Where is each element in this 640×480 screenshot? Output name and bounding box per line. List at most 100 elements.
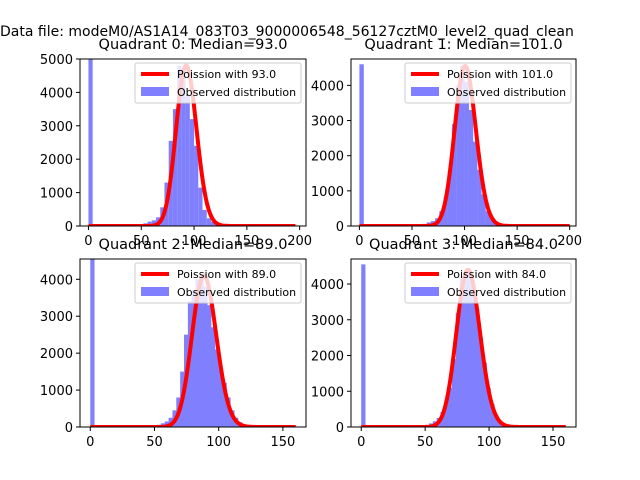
y-tick-label: 4000 <box>311 278 344 293</box>
x-tick-label: 200 <box>557 234 582 249</box>
y-tick-label: 0 <box>65 421 73 436</box>
axes-frame <box>350 58 577 227</box>
y-tick-label: 1000 <box>40 384 73 399</box>
histogram-bar <box>485 211 490 226</box>
histogram-bar <box>214 349 220 427</box>
histogram-bar <box>468 109 474 226</box>
x-tick-label: 50 <box>417 435 434 450</box>
y-tick-label: 2000 <box>311 150 344 165</box>
x-tick-label: 0 <box>86 435 94 450</box>
y-tick-label: 1000 <box>311 185 344 200</box>
histogram-bar <box>460 66 465 226</box>
legend-box <box>134 62 302 104</box>
histogram-bar <box>222 382 227 427</box>
x-tick-label: 200 <box>287 234 312 249</box>
histogram-bar <box>199 275 204 427</box>
histogram-bar <box>147 221 152 226</box>
legend-hist-swatch <box>141 287 169 296</box>
x-tick-label: 100 <box>477 435 502 450</box>
histogram-bar <box>467 269 472 427</box>
histogram-bar <box>443 197 448 226</box>
histogram-bar <box>207 305 212 427</box>
y-tick-label: 3000 <box>311 314 344 329</box>
x-tick-label: 150 <box>270 435 295 450</box>
histogram-bar <box>455 312 461 427</box>
y-tick-label: 5000 <box>40 53 73 68</box>
histogram-bar <box>181 77 186 226</box>
x-tick-label: 100 <box>452 234 477 249</box>
legend-box <box>404 262 572 304</box>
legend-fit-label: Poission with 84.0 <box>447 268 546 281</box>
y-tick-label: 3000 <box>40 310 73 325</box>
histogram-bar <box>494 414 499 427</box>
legend-hist-label: Observed distribution <box>447 286 566 299</box>
subplot-title: Quadrant 0: Median=93.0 <box>99 37 288 53</box>
histogram-bar <box>475 309 480 427</box>
histogram-bar <box>463 273 468 427</box>
legend-fit-label: Poission with 89.0 <box>177 268 276 281</box>
histogram-bar <box>194 145 199 226</box>
figure-suptitle: Data file: modeM0/AS1A14_083T03_90000065… <box>0 24 574 40</box>
histogram-bar <box>490 403 495 427</box>
y-tick-label: 4000 <box>40 86 73 101</box>
histogram-bar <box>359 64 364 226</box>
y-tick-label: 1000 <box>40 187 73 202</box>
legend-hist-swatch <box>141 87 169 96</box>
legend-hist-swatch <box>411 87 439 96</box>
subplot-2: 0 50 100 150 0 1000 2000 3000 4000 Quadrant 2: Me… <box>40 237 307 450</box>
histogram-bar <box>226 397 231 427</box>
histogram-bar <box>210 327 216 427</box>
y-tick-label: 0 <box>65 220 73 235</box>
histogram-bar <box>185 95 190 226</box>
histogram-bar <box>482 362 487 427</box>
subplot-title: Quadrant 2: Median=89.0 <box>99 237 288 253</box>
x-tick-label: 100 <box>182 234 207 249</box>
histogram-bar <box>471 287 476 427</box>
histogram-bar <box>448 387 453 427</box>
y-tick-label: 4000 <box>311 79 344 94</box>
x-tick-label: 50 <box>404 234 421 249</box>
x-tick-label: 150 <box>234 234 259 249</box>
axes-frame <box>79 258 307 428</box>
histogram-bar <box>90 259 95 427</box>
histogram-bar <box>477 169 482 226</box>
x-tick-label: 0 <box>357 435 365 450</box>
histogram-bar <box>198 187 203 226</box>
histogram-bar <box>478 337 484 427</box>
legend-hist-label: Observed distribution <box>447 86 566 99</box>
x-tick-label: 50 <box>133 234 150 249</box>
histogram-bar <box>456 85 461 226</box>
y-tick-label: 4000 <box>40 273 73 288</box>
histogram-bar <box>447 171 453 226</box>
x-tick-label: 100 <box>206 435 231 450</box>
y-tick-label: 1000 <box>311 385 344 400</box>
y-tick-label: 3000 <box>311 115 344 130</box>
histogram-bar <box>481 194 486 226</box>
histogram-bar <box>489 218 495 226</box>
histogram-bar <box>451 359 457 427</box>
histogram-bar <box>444 401 449 427</box>
histogram-bar <box>191 290 196 427</box>
legend-box <box>134 262 302 304</box>
histogram-bar <box>206 218 211 226</box>
legend-fit-label: Poission with 93.0 <box>177 68 276 81</box>
y-tick-label: 3000 <box>40 120 73 135</box>
x-tick-label: 150 <box>541 435 566 450</box>
histogram-bar <box>361 264 366 427</box>
axes-frame <box>79 58 307 227</box>
y-tick-label: 2000 <box>40 153 73 168</box>
subplots: 0 50 100 150 200010002000300040005000Quadran… <box>40 37 582 450</box>
histogram-bar <box>451 124 457 226</box>
legend-box <box>404 62 572 104</box>
histogram-bar <box>172 109 178 226</box>
histogram-bar <box>177 65 182 226</box>
histogram-bar <box>88 59 93 226</box>
x-tick-label: 150 <box>505 234 530 249</box>
x-tick-label: 0 <box>355 234 363 249</box>
subplot-title: Quadrant 3: Median=84.0 <box>369 237 558 253</box>
y-tick-label: 2000 <box>40 347 73 362</box>
legend-hist-label: Observed distribution <box>177 86 296 99</box>
legend-hist-label: Observed distribution <box>177 286 296 299</box>
